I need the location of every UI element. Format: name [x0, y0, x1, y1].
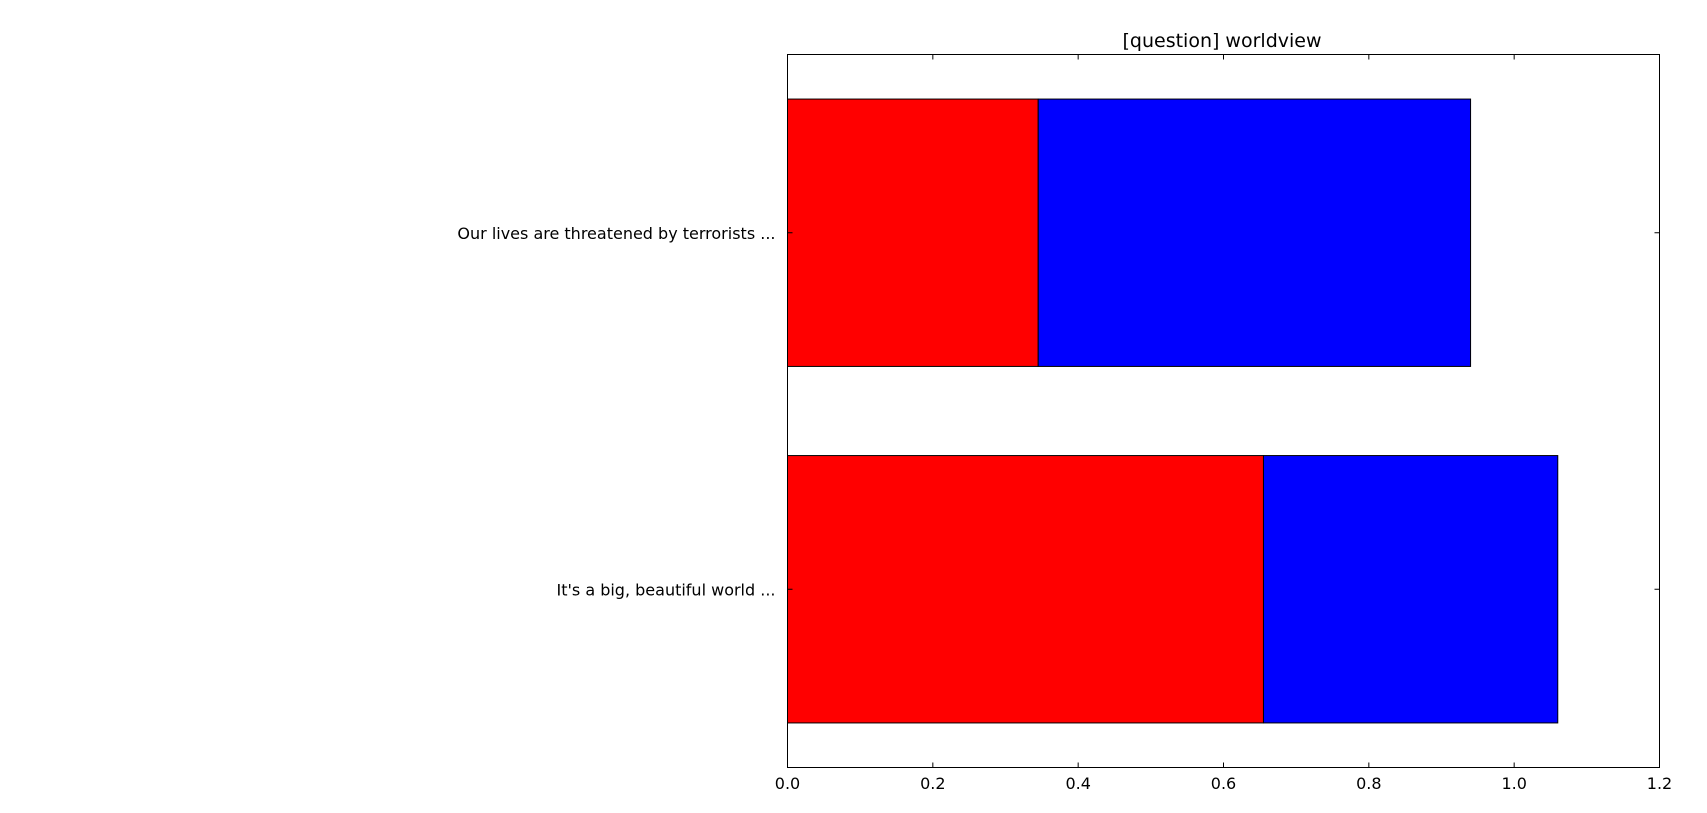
bar-segment-2 [1262, 455, 1559, 724]
y-tick-label: Our lives are threatened by terrorists .… [457, 224, 775, 243]
x-tick-label: 0.8 [1356, 774, 1381, 793]
bar-segment-2 [1037, 98, 1472, 367]
x-tick-label: 1.2 [1647, 774, 1672, 793]
bar-segment-1 [787, 455, 1264, 724]
y-tick-label: It's a big, beautiful world ... [557, 580, 776, 599]
x-tick-label: 1.0 [1501, 774, 1526, 793]
x-tick-label: 0.4 [1065, 774, 1090, 793]
bar-segment-1 [787, 98, 1039, 367]
chart-title: [question] worldview [1122, 30, 1321, 52]
x-tick-label: 0.0 [775, 774, 800, 793]
x-tick-label: 0.6 [1211, 774, 1236, 793]
x-tick-label: 0.2 [920, 774, 945, 793]
